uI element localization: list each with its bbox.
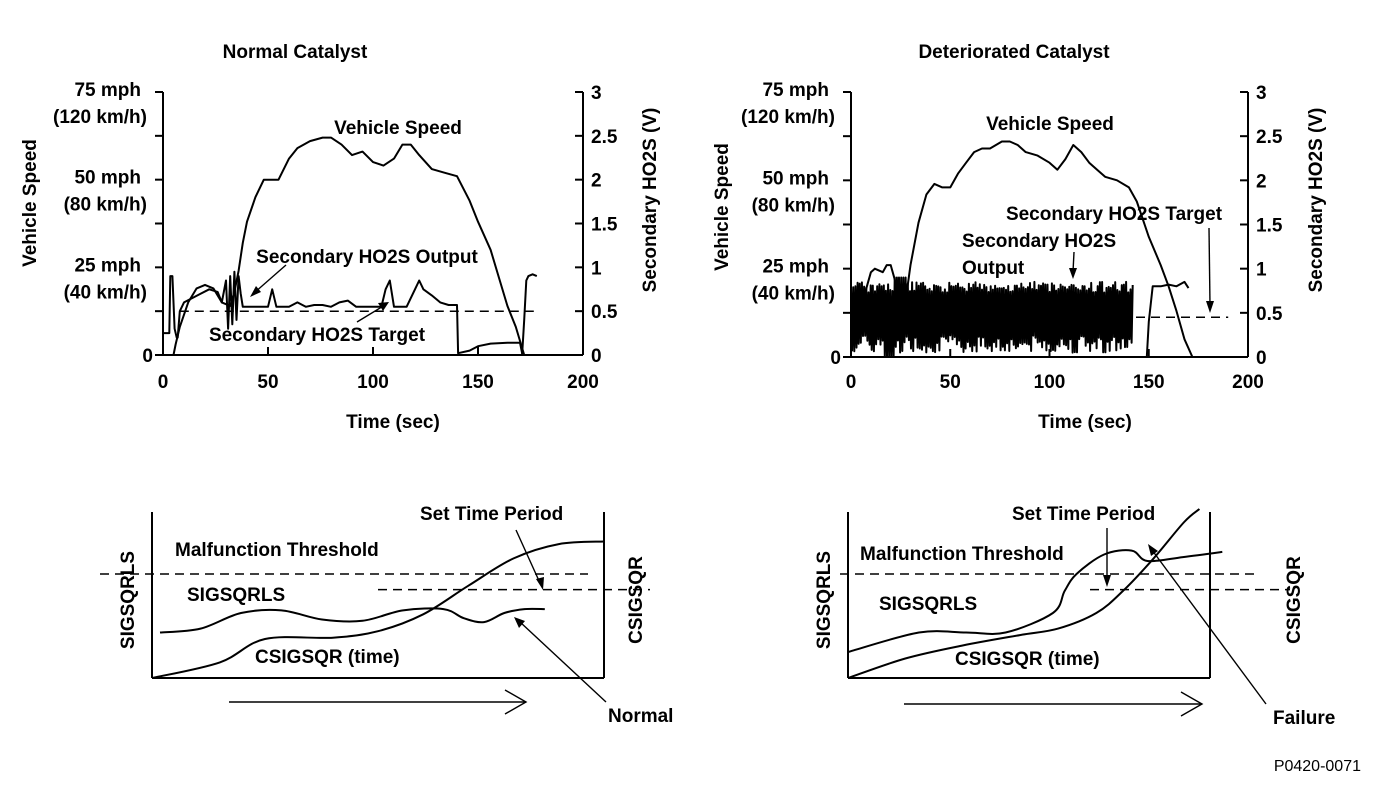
annotation-ho2s-target: Secondary HO2S Target bbox=[1006, 204, 1223, 225]
y-left-tick-label: 25 mph bbox=[762, 257, 829, 278]
y-right-tick-label: 1.5 bbox=[591, 215, 618, 236]
chart-title: Normal Catalyst bbox=[223, 42, 368, 63]
y-right-tick-label: 0.5 bbox=[591, 302, 618, 323]
y-left-tick-label: 50 mph bbox=[74, 168, 141, 189]
chart-deteriorated-catalyst: Deteriorated Catalyst Vehicle Speed Seco… bbox=[712, 42, 1327, 433]
time-arrow bbox=[904, 691, 1204, 717]
y-right-tick-label: 2 bbox=[1256, 171, 1267, 192]
annotation-malfunction-threshold: Malfunction Threshold bbox=[860, 544, 1064, 565]
y-right-tick-label: 1 bbox=[591, 258, 602, 279]
arrow-failure bbox=[1148, 544, 1267, 705]
arrow-set-time bbox=[515, 529, 544, 590]
y-axis-label-left: Vehicle Speed bbox=[712, 143, 733, 271]
annotation-result: Normal bbox=[608, 706, 673, 727]
series-secondary-ho2s-output bbox=[163, 270, 525, 356]
arrow-normal bbox=[514, 617, 607, 703]
y-left-tick-label-kmh: (120 km/h) bbox=[53, 107, 147, 128]
series-sigsqrls bbox=[847, 549, 1223, 653]
x-tick-label: 200 bbox=[1232, 372, 1264, 393]
annotation-csigsqr: CSIGSQR (time) bbox=[955, 649, 1100, 670]
x-tick-label: 150 bbox=[462, 372, 494, 393]
annotation-ho2s-output-line2: Output bbox=[962, 258, 1025, 279]
y-left-tick-label-kmh: (40 km/h) bbox=[752, 284, 835, 305]
annotation-set-time-period: Set Time Period bbox=[1012, 504, 1155, 525]
y-left-tick-label-kmh: (120 km/h) bbox=[741, 107, 835, 128]
x-tick-label: 100 bbox=[357, 372, 389, 393]
annotation-sigsqrls: SIGSQRLS bbox=[879, 594, 977, 615]
ticks: 0 50 100 150 200 0 0.5 1 1.5 2 2.5 3 0 25 mph (40 km/h… bbox=[53, 80, 618, 393]
y-right-tick-label: 2.5 bbox=[591, 127, 618, 148]
x-tick-label: 200 bbox=[567, 372, 599, 393]
y-axis-label-left: SIGSQRLS bbox=[118, 551, 139, 649]
y-axis-label-right: CSIGSQR bbox=[626, 556, 647, 644]
chart-sigsqrls-normal: SIGSQRLS CSIGSQR Malfunction Threshold S… bbox=[100, 504, 673, 727]
series-csigsqr-time bbox=[151, 540, 605, 679]
y-left-tick-label: 25 mph bbox=[74, 255, 141, 276]
y-left-tick-label: 0 bbox=[142, 346, 153, 367]
x-tick-label: 150 bbox=[1133, 372, 1165, 393]
y-axis-label-right: Secondary HO2S (V) bbox=[640, 108, 661, 293]
arrow-output bbox=[250, 264, 287, 297]
annotation-vehicle-speed: Vehicle Speed bbox=[334, 118, 462, 139]
annotation-ho2s-output: Secondary HO2S Output bbox=[256, 247, 478, 268]
series-vehicle-speed bbox=[163, 136, 526, 356]
annotation-ho2s-output-line1: Secondary HO2S bbox=[962, 231, 1116, 252]
arrow-set-time bbox=[1103, 528, 1111, 587]
annotation-malfunction-threshold: Malfunction Threshold bbox=[175, 540, 379, 561]
y-right-tick-label: 3 bbox=[1256, 83, 1267, 104]
y-right-tick-label: 2.5 bbox=[1256, 127, 1283, 148]
x-tick-label: 50 bbox=[257, 372, 278, 393]
y-left-tick-label: 75 mph bbox=[74, 80, 141, 101]
y-left-tick-label-kmh: (40 km/h) bbox=[64, 282, 147, 303]
x-tick-label: 50 bbox=[940, 372, 961, 393]
y-left-tick-label-kmh: (80 km/h) bbox=[752, 195, 835, 216]
y-left-tick-label: 75 mph bbox=[762, 80, 829, 101]
ticks: 0 50 100 150 200 0 0.5 1 1.5 2 2.5 3 0 25 mph (40 km/h… bbox=[741, 80, 1283, 393]
annotation-result: Failure bbox=[1273, 708, 1335, 729]
series-vehicle-speed bbox=[850, 140, 1194, 358]
y-axis-label-right: Secondary HO2S (V) bbox=[1306, 108, 1327, 293]
y-right-tick-label: 3 bbox=[591, 83, 602, 104]
time-arrow bbox=[229, 689, 528, 715]
annotation-set-time-period: Set Time Period bbox=[420, 504, 563, 525]
x-tick-label: 0 bbox=[846, 372, 857, 393]
y-left-tick-label: 0 bbox=[830, 348, 841, 369]
x-axis-label: Time (sec) bbox=[1038, 412, 1132, 433]
annotation-vehicle-speed: Vehicle Speed bbox=[986, 114, 1114, 135]
chart-sigsqrls-failure: SIGSQRLS CSIGSQR Malfunction Threshold S… bbox=[814, 504, 1335, 729]
y-right-tick-label: 1.5 bbox=[1256, 216, 1283, 237]
chart-normal-catalyst: Normal Catalyst Vehicle Speed Secondary … bbox=[20, 42, 661, 433]
y-right-tick-label: 0 bbox=[591, 346, 602, 367]
y-left-tick-label-kmh: (80 km/h) bbox=[64, 195, 147, 216]
arrow-target bbox=[1206, 227, 1214, 313]
y-right-tick-label: 0 bbox=[1256, 348, 1267, 369]
y-right-tick-label: 1 bbox=[1256, 260, 1267, 281]
annotation-csigsqr: CSIGSQR (time) bbox=[255, 647, 400, 668]
series-secondary-ho2s-output bbox=[850, 276, 1134, 358]
arrow-output bbox=[1069, 251, 1077, 279]
y-left-tick-label: 50 mph bbox=[762, 168, 829, 189]
series-secondary-ho2s-output-after-stop bbox=[521, 273, 538, 356]
annotation-sigsqrls: SIGSQRLS bbox=[187, 585, 285, 606]
x-axis-label: Time (sec) bbox=[346, 412, 440, 433]
series-csigsqr-time bbox=[847, 508, 1201, 679]
x-tick-label: 100 bbox=[1034, 372, 1066, 393]
x-tick-label: 0 bbox=[158, 372, 169, 393]
y-axis-label-left: Vehicle Speed bbox=[20, 139, 41, 267]
arrow-target bbox=[356, 302, 389, 323]
y-axis-label-right: CSIGSQR bbox=[1284, 556, 1305, 644]
y-right-tick-label: 2 bbox=[591, 171, 602, 192]
series-secondary-ho2s-output-after-stop bbox=[1132, 280, 1190, 358]
figure-id: P0420-0071 bbox=[1274, 758, 1361, 775]
y-axis-label-left: SIGSQRLS bbox=[814, 551, 835, 649]
series-sigsqrls bbox=[159, 607, 545, 634]
y-right-tick-label: 0.5 bbox=[1256, 304, 1283, 325]
chart-title: Deteriorated Catalyst bbox=[918, 42, 1110, 63]
annotation-ho2s-target: Secondary HO2S Target bbox=[209, 325, 426, 346]
